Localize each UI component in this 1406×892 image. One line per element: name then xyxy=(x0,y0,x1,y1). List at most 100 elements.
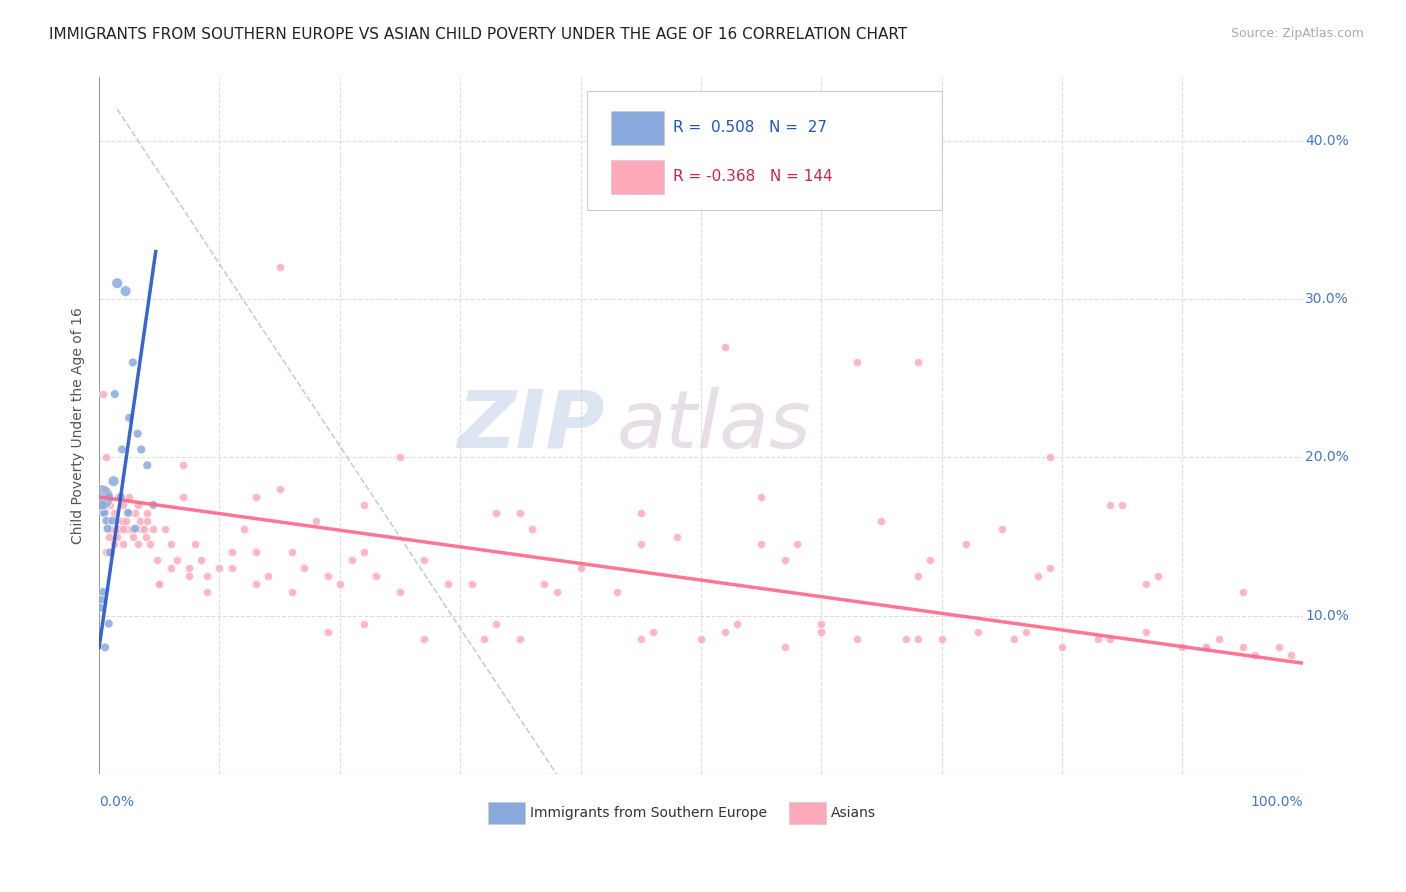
Point xyxy=(714,340,737,354)
FancyBboxPatch shape xyxy=(610,111,664,145)
Point xyxy=(907,355,929,369)
Point xyxy=(104,522,127,536)
Point xyxy=(485,616,508,631)
Point xyxy=(1232,640,1254,655)
Point xyxy=(112,522,135,536)
Point xyxy=(112,537,135,551)
Point xyxy=(749,490,772,504)
Point xyxy=(1099,632,1122,647)
Point xyxy=(907,569,929,583)
Point xyxy=(305,514,328,528)
Point xyxy=(329,577,352,591)
Text: Source: ZipAtlas.com: Source: ZipAtlas.com xyxy=(1230,27,1364,40)
Point xyxy=(1279,648,1302,663)
Point xyxy=(98,498,121,512)
Text: R =  0.508   N =  27: R = 0.508 N = 27 xyxy=(673,120,827,135)
Point xyxy=(96,450,118,465)
Point xyxy=(907,632,929,647)
Text: 100.0%: 100.0% xyxy=(1250,795,1303,809)
Point xyxy=(148,577,170,591)
Point xyxy=(129,442,152,457)
Point xyxy=(918,553,941,567)
Point xyxy=(94,482,117,496)
Point xyxy=(129,522,152,536)
Point xyxy=(1232,585,1254,599)
Point xyxy=(110,490,132,504)
Point xyxy=(118,490,141,504)
Point xyxy=(1243,648,1265,663)
Point xyxy=(135,530,157,544)
Point xyxy=(245,577,267,591)
Point xyxy=(485,506,508,520)
Text: 0.0%: 0.0% xyxy=(100,795,134,809)
Point xyxy=(353,545,375,559)
Point xyxy=(870,514,893,528)
Point xyxy=(121,530,143,544)
Point xyxy=(232,522,254,536)
Point xyxy=(641,624,664,639)
Text: 30.0%: 30.0% xyxy=(1305,292,1348,306)
Point xyxy=(269,482,291,496)
Point xyxy=(1111,498,1133,512)
Point xyxy=(136,514,159,528)
Point xyxy=(810,624,832,639)
Point xyxy=(1099,498,1122,512)
Point xyxy=(606,585,628,599)
Point xyxy=(846,632,869,647)
Text: ZIP: ZIP xyxy=(457,387,605,465)
Point xyxy=(1171,640,1194,655)
Point xyxy=(280,585,302,599)
Point xyxy=(107,522,129,536)
Point xyxy=(894,632,917,647)
Point xyxy=(132,522,155,536)
Point xyxy=(124,506,146,520)
Point xyxy=(1087,632,1109,647)
Point xyxy=(100,545,122,559)
Point xyxy=(146,553,169,567)
Point xyxy=(166,553,188,567)
Point xyxy=(1195,640,1218,655)
Point xyxy=(138,537,160,551)
Point xyxy=(136,506,159,520)
Point xyxy=(725,616,748,631)
Point xyxy=(103,506,125,520)
Point xyxy=(353,498,375,512)
Point xyxy=(111,514,134,528)
Point xyxy=(124,522,146,536)
Point xyxy=(127,537,149,551)
Point xyxy=(91,498,114,512)
Point xyxy=(714,624,737,639)
Point xyxy=(101,514,124,528)
Point xyxy=(160,537,183,551)
Point xyxy=(110,522,132,536)
Point xyxy=(665,530,688,544)
Point xyxy=(364,569,387,583)
Point xyxy=(991,522,1014,536)
Point xyxy=(96,514,118,528)
Point xyxy=(129,514,152,528)
Text: 10.0%: 10.0% xyxy=(1305,608,1348,623)
Point xyxy=(112,498,135,512)
Point xyxy=(103,474,125,488)
Point xyxy=(569,561,592,575)
Point xyxy=(127,426,149,441)
Point xyxy=(97,490,120,504)
Point xyxy=(1015,624,1038,639)
Point xyxy=(630,632,652,647)
Point xyxy=(127,498,149,512)
Point xyxy=(96,514,118,528)
Point xyxy=(221,561,243,575)
Point xyxy=(118,506,141,520)
Point xyxy=(630,506,652,520)
Point xyxy=(142,522,165,536)
Text: Asians: Asians xyxy=(831,806,876,820)
Point xyxy=(105,277,128,291)
Point xyxy=(89,490,111,504)
Text: R = -0.368   N = 144: R = -0.368 N = 144 xyxy=(673,169,832,184)
Point xyxy=(389,585,412,599)
Point xyxy=(160,561,183,575)
Point xyxy=(118,410,141,425)
Point xyxy=(316,569,339,583)
Point xyxy=(103,537,125,551)
Point xyxy=(413,553,436,567)
